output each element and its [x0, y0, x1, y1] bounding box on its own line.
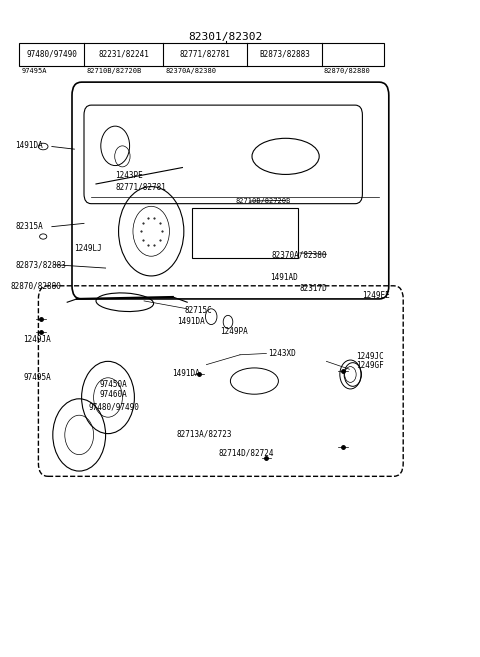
- Text: 97495A: 97495A: [23, 373, 51, 382]
- Text: 97460A: 97460A: [100, 390, 128, 399]
- Text: 82315A: 82315A: [15, 222, 43, 231]
- Text: 97495A: 97495A: [22, 68, 47, 74]
- Text: 82713A/82723: 82713A/82723: [177, 429, 232, 438]
- Text: 82771/82781: 82771/82781: [115, 182, 166, 191]
- Text: 1243PE: 1243PE: [115, 171, 143, 180]
- Text: 1491DA: 1491DA: [15, 141, 43, 150]
- Text: 1249LJ: 1249LJ: [74, 244, 102, 253]
- Text: 97480/97490: 97480/97490: [89, 402, 140, 411]
- Text: 1243XD: 1243XD: [268, 349, 296, 358]
- Text: 1491AD: 1491AD: [270, 273, 298, 282]
- Bar: [19, 43, 384, 66]
- Text: 1249GF: 1249GF: [356, 361, 384, 370]
- Text: 82231/82241: 82231/82241: [98, 50, 149, 58]
- Text: 1491DA: 1491DA: [178, 317, 205, 327]
- Text: 82873/82883: 82873/82883: [15, 260, 66, 269]
- Text: 82870/82880: 82870/82880: [11, 281, 61, 290]
- Text: 82715C: 82715C: [185, 306, 213, 315]
- Text: 1249EE: 1249EE: [362, 291, 390, 300]
- Text: 82771/82781: 82771/82781: [180, 50, 230, 58]
- Text: 97480/97490: 97480/97490: [26, 50, 77, 58]
- Text: 82317D: 82317D: [300, 284, 328, 293]
- Text: B2873/82883: B2873/82883: [259, 50, 310, 58]
- Text: 1491DA: 1491DA: [172, 369, 200, 378]
- Text: 82710B/82720B: 82710B/82720B: [235, 198, 290, 204]
- Bar: [192, 208, 298, 258]
- Text: 1249JA: 1249JA: [23, 335, 51, 344]
- Text: 82301/82302: 82301/82302: [189, 32, 263, 42]
- Text: 97450A: 97450A: [100, 380, 128, 389]
- Text: 82714D/82724: 82714D/82724: [218, 449, 274, 458]
- Text: 1249PA: 1249PA: [220, 327, 248, 336]
- Text: 82870/82880: 82870/82880: [324, 68, 371, 74]
- Text: 82710B/82720B: 82710B/82720B: [86, 68, 142, 74]
- Text: 82370A/82380: 82370A/82380: [166, 68, 216, 74]
- Text: 1249JC: 1249JC: [356, 351, 384, 361]
- Text: 82370A/82380: 82370A/82380: [271, 250, 327, 260]
